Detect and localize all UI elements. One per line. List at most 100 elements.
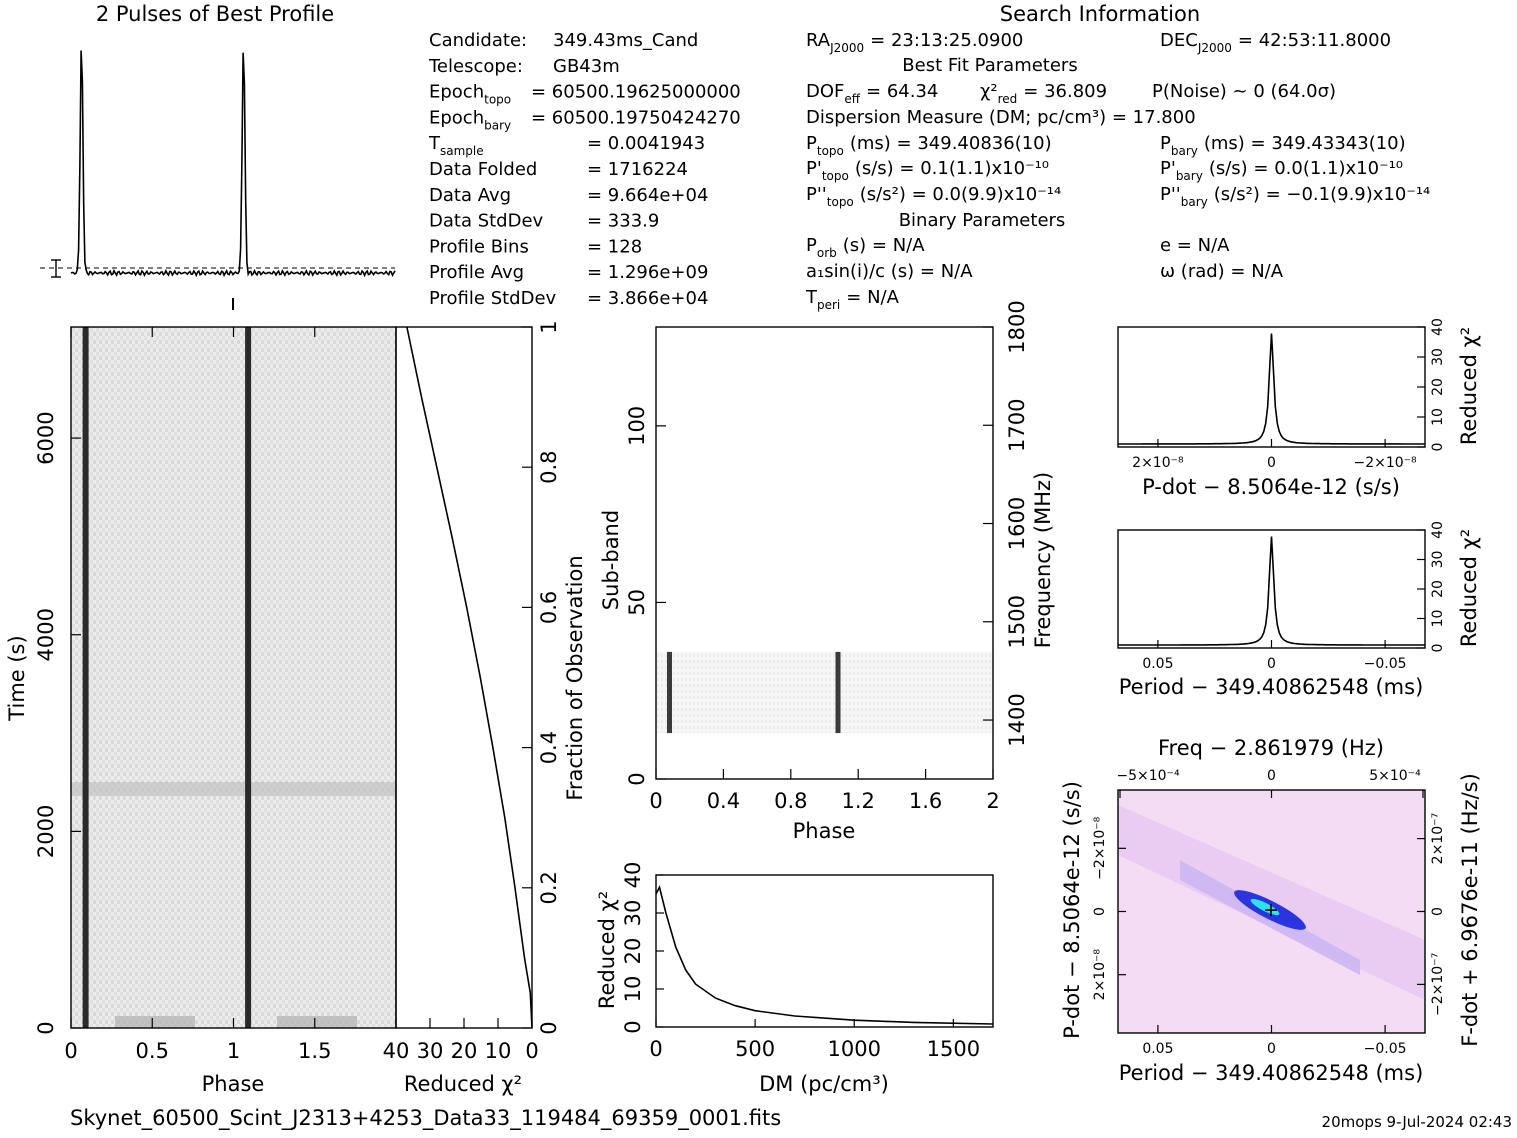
info-value: 349.43ms_Cand (553, 30, 698, 51)
ppdot-y2label: F-dot + 6.9676e-11 (Hz/s) (1458, 773, 1482, 1047)
tperi-value: = N/A (846, 287, 899, 308)
info-row: Candidate: (429, 30, 527, 51)
pdot-ytick-label: 30 (1430, 348, 1446, 366)
pdtopo-sub: topo (822, 169, 849, 183)
ppdot-xlabel: Period − 349.40862548 (ms) (1119, 1061, 1424, 1085)
time-chi-ytick-label: 0.6 (537, 591, 561, 624)
pddtopo-label: P'' (806, 184, 827, 205)
porb-label: P (806, 235, 817, 256)
dm-xtick-label: 0 (649, 1037, 662, 1061)
dof-value: = 64.34 (866, 81, 938, 102)
info-row: Profile Avg (429, 262, 524, 283)
ppdot-x2tick-label: 5×10⁻⁴ (1369, 768, 1421, 784)
time-chi-xtick-label: 40 (383, 1039, 410, 1063)
subband-y2tick-label: 1600 (1005, 497, 1029, 550)
profile-panel (40, 50, 396, 310)
omega-row: ω (rad) = N/A (1160, 261, 1284, 282)
pdot-ylabel: Reduced χ² (1457, 327, 1481, 445)
pdot-ytick-label: 40 (1430, 318, 1446, 336)
time-phase-xtick-label: 0 (64, 1039, 77, 1063)
subband-panel: 0 0.4 0.8 1.2 1.6 2 0 50 100 1400 1500 1600 1700 18… (599, 300, 1055, 843)
time-phase-pulse-1 (82, 327, 89, 1028)
info-label: Data Folded (429, 159, 537, 180)
info-label: Telescope: (428, 56, 523, 77)
info-row: Epochtopo (429, 82, 511, 107)
binary-title: Binary Parameters (899, 210, 1066, 231)
info-row: Tsample (428, 133, 484, 158)
ptopo-row: Ptopo (ms) = 349.40836(10) (806, 133, 1052, 158)
profile-title: 2 Pulses of Best Profile (96, 2, 334, 26)
time-chi-y2label: Fraction of Observation (563, 555, 587, 800)
info-value: = 3.866e+04 (587, 288, 708, 309)
a1-row: a₁sin(i)/c (s) = N/A (806, 261, 973, 282)
dm-row: Dispersion Measure (DM; pc/cm³) = 17.800 (806, 107, 1196, 128)
time-chi-ytick-label: 0 (537, 1021, 561, 1034)
pdot-xlabel: P-dot − 8.5064e-12 (s/s) (1142, 475, 1400, 499)
chi-sub: red (998, 92, 1018, 106)
pdot-xtick-label: 2×10⁻⁸ (1132, 455, 1184, 471)
time-chi-curve (406, 326, 533, 1029)
pbary-row: Pbary (ms) = 349.43343(10) (1160, 133, 1406, 158)
dof-sub: eff (844, 92, 860, 106)
subband-xtick-label: 1.6 (909, 789, 942, 813)
ppdot-y2tick-label: 2×10⁻⁷ (1430, 813, 1446, 864)
pddbary-row: P''bary (s/s²) = −0.1(9.9)x10⁻¹⁴ (1160, 184, 1430, 209)
time-chi-xtick-label: 20 (451, 1039, 478, 1063)
time-phase-edge-a (115, 1016, 195, 1028)
dm-xtick-label: 500 (735, 1037, 775, 1061)
dof-row: DOFeff = 64.34 (806, 81, 938, 106)
info-label: Data StdDev (429, 211, 544, 232)
subband-y2label: Frequency (MHz) (1031, 472, 1055, 648)
info-label: Profile Bins (429, 236, 529, 257)
ra-label: RA (806, 30, 831, 51)
period-xtick-label: 0 (1267, 656, 1276, 672)
period-ytick-label: 0 (1430, 644, 1446, 653)
pdot-ytick-label: 20 (1430, 378, 1446, 396)
info-value: GB43m (553, 56, 620, 77)
time-chi-ytick-label: 0.2 (537, 871, 561, 904)
subband-frame (655, 326, 994, 780)
ptopo-label: P (806, 133, 817, 154)
subband-ytick-label: 50 (625, 589, 649, 616)
time-phase-panel: 0 0.5 1 1.5 0 2000 4000 6000 Phase Time (s) (5, 326, 397, 1096)
subband-xtick-label: 0 (649, 789, 662, 813)
footer-stamp: 20mops 9-Jul-2024 02:43 (1322, 1113, 1512, 1131)
period-ytick-label: 20 (1430, 580, 1446, 598)
pdtopo-label: P' (806, 158, 822, 179)
time-chi-ytick-label: 0.8 (537, 450, 561, 483)
ptopo-sub: topo (817, 144, 844, 158)
dec-sub: J2000 (1197, 41, 1232, 55)
dm-ylabel: Reduced χ² (595, 891, 619, 1009)
info-value: = 0.0041943 (587, 133, 705, 154)
ppdot-y2tick-label: 0 (1430, 907, 1446, 916)
porb-value: (s) = N/A (843, 235, 925, 256)
pbary-label: P (1160, 133, 1171, 154)
pdbary-label: P' (1160, 158, 1176, 179)
ppdot-panel: 0.05 0 −0.05 −5×10⁻⁴ 0 5×10⁻⁴ −2×10⁻⁸ 0 2×10⁻⁸… (1060, 736, 1482, 1085)
info-value: = 1.296e+09 (587, 262, 708, 283)
subband-heatmap (656, 651, 993, 734)
time-chi-xtick-label: 10 (485, 1039, 512, 1063)
ppdot-best-cross-icon (1265, 904, 1277, 916)
info-label: Epoch (429, 107, 484, 128)
ppdot-peak (1250, 898, 1280, 916)
dof-label: DOF (806, 81, 844, 102)
pdtopo-row: P'topo (s/s) = 0.1(1.1)x10⁻¹⁰ (806, 158, 1049, 183)
profile-line (70, 50, 396, 278)
subband-xlabel: Phase (793, 819, 856, 843)
pddbary-value: (s/s²) = −0.1(9.9)x10⁻¹⁴ (1214, 184, 1430, 205)
pdot-curve (1118, 333, 1425, 445)
subband-xtick-label: 0.4 (707, 789, 740, 813)
subband-y2tick-label: 1700 (1005, 399, 1029, 452)
info-label: Epoch (429, 82, 484, 103)
pnoise-row: P(Noise) ~ 0 (64.0σ) (1152, 81, 1336, 102)
ppdot-ytick-label: −2×10⁻⁸ (1092, 816, 1108, 880)
chi-label: χ² (980, 81, 998, 102)
subband-ytick-label: 100 (625, 406, 649, 446)
ppdot-x2tick-label: 0 (1267, 768, 1276, 784)
ecc-row: e = N/A (1160, 235, 1230, 256)
pddtopo-value: (s/s²) = 0.0(9.9)x10⁻¹⁴ (860, 184, 1061, 205)
time-phase-edge-b (277, 1016, 357, 1028)
candidate-info: Candidate: 349.43ms_Cand Telescope: GB43m Ep… (428, 30, 741, 309)
chi-value: = 36.809 (1023, 81, 1107, 102)
